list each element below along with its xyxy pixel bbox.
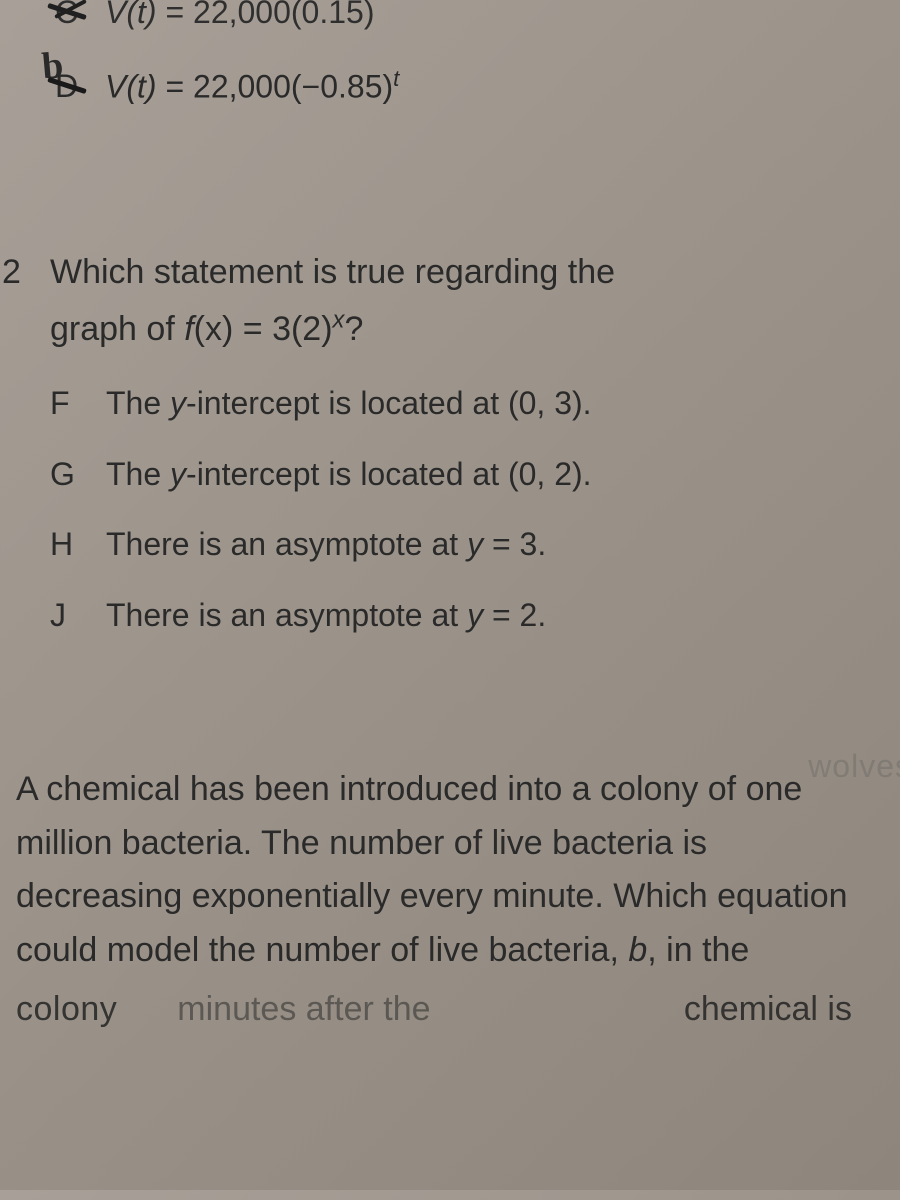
option-j-row[interactable]: J There is an asymptote at y = 2. <box>0 593 880 638</box>
question-3-partial: A chemical has been introduced into a co… <box>0 763 880 1029</box>
stem-line-2: graph of f(x) = 3(2)x? <box>50 310 363 348</box>
question-1-partial: C V(t) = 22,000(0.15) b D V(t) = 22,000(… <box>0 0 880 109</box>
option-letter-j: J <box>50 597 106 634</box>
option-f-text: The y-intercept is located at (0, 3). <box>106 381 592 426</box>
option-d-text: V(t) = 22,000(−0.85)t <box>105 63 399 109</box>
option-c-text: V(t) = 22,000(0.15) <box>105 0 374 35</box>
question-2: 2 Which statement is true regarding the … <box>0 244 880 638</box>
option-g-row[interactable]: G The y-intercept is located at (0, 2). <box>0 452 880 497</box>
question-2-options: F The y-intercept is located at (0, 3). … <box>0 381 880 638</box>
option-g-text: The y-intercept is located at (0, 2). <box>106 452 592 497</box>
option-d-row[interactable]: D V(t) = 22,000(−0.85)t <box>0 63 880 109</box>
option-h-text: There is an asymptote at y = 3. <box>106 522 546 567</box>
stem-line-1: Which statement is true regarding the <box>50 253 615 291</box>
option-h-row[interactable]: H There is an asymptote at y = 3. <box>0 522 880 567</box>
question-3-stem: A chemical has been introduced into a co… <box>16 763 870 978</box>
option-c-row[interactable]: C V(t) = 22,000(0.15) <box>0 0 880 35</box>
option-letter-g: G <box>50 456 106 493</box>
option-letter-f: F <box>50 385 106 422</box>
question-number: 2 <box>0 253 50 292</box>
option-f-row[interactable]: F The y-intercept is located at (0, 3). <box>0 381 880 426</box>
question-2-stem: 2 Which statement is true regarding the … <box>0 244 880 357</box>
option-letter-h: H <box>50 526 106 563</box>
bleed-through-text: wolves <box>808 748 900 785</box>
option-letter-c: C <box>55 0 105 31</box>
option-j-text: There is an asymptote at y = 2. <box>106 593 546 638</box>
cut-off-line: colony minutes after the chemical is <box>16 990 870 1029</box>
option-letter-d: D <box>55 68 105 105</box>
